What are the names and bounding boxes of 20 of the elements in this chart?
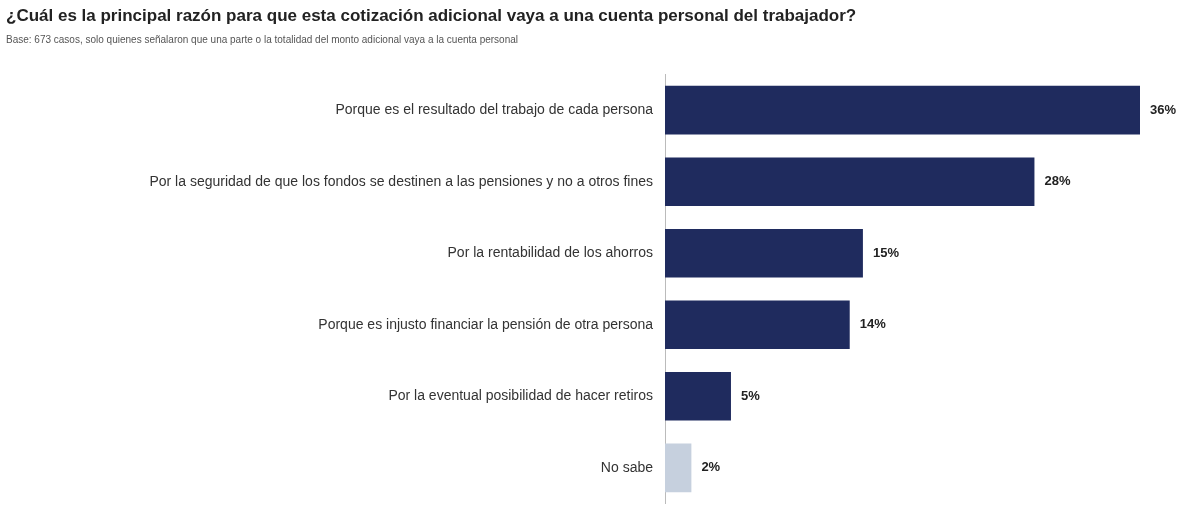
text: Base: 673 casos, solo quienes señalaron que una parte o la totalidad del monto adicional vaya a la cuenta personal [6, 34, 519, 45]
data-label: 14% [859, 316, 887, 332]
bar [665, 300, 850, 350]
bar [665, 443, 692, 493]
data-label: 15% [872, 244, 900, 260]
text: ¿Cuál es la principal razón para que esta cotización adicional vaya a una cuenta personal del trabajador? [6, 6, 857, 26]
y-tick-label: Porque es el resultado del trabajo de cada persona [335, 101, 654, 118]
data-label: 28% [1044, 173, 1071, 189]
y-tick-label: Por la rentabilidad de los ahorros [447, 244, 653, 261]
y-tick-label: No sabe [600, 458, 654, 475]
bar [665, 157, 1035, 207]
data-label: 2% [701, 459, 721, 475]
bar [665, 85, 1140, 135]
bar [665, 228, 863, 278]
data-label: 36% [1150, 101, 1177, 117]
y-tick-label: Por la eventual posibilidad de hacer retiros [388, 387, 653, 404]
y-tick-label: Porque es injusto financiar la pensión de otra persona [318, 315, 654, 332]
y-tick-label: Por la seguridad de que los fondos se destinen a las pensiones y no a otros fines [149, 172, 653, 189]
bar [665, 371, 731, 421]
data-label: 5% [740, 387, 761, 403]
